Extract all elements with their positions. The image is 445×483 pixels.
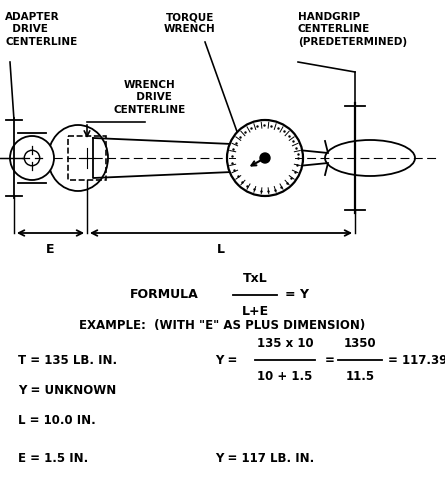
- Text: Y = 117 LB. IN.: Y = 117 LB. IN.: [215, 452, 314, 465]
- Text: L = 10.0 IN.: L = 10.0 IN.: [18, 413, 96, 426]
- Text: E = 1.5 IN.: E = 1.5 IN.: [18, 452, 88, 465]
- Text: EXAMPLE:  (WITH "E" AS PLUS DIMENSION): EXAMPLE: (WITH "E" AS PLUS DIMENSION): [79, 318, 365, 331]
- Circle shape: [260, 153, 270, 163]
- Text: L: L: [217, 243, 225, 256]
- Polygon shape: [93, 138, 232, 178]
- Text: = Y: = Y: [285, 288, 309, 301]
- Text: 10 + 1.5: 10 + 1.5: [257, 370, 313, 383]
- Text: TORQUE
WRENCH: TORQUE WRENCH: [164, 12, 216, 34]
- Bar: [68, 136, 106, 180]
- Ellipse shape: [10, 136, 54, 180]
- Ellipse shape: [48, 125, 108, 191]
- Text: =: =: [325, 354, 335, 367]
- Ellipse shape: [24, 150, 40, 166]
- Text: Y = UNKNOWN: Y = UNKNOWN: [18, 384, 116, 397]
- Text: L+E: L+E: [242, 305, 269, 318]
- Text: Y =: Y =: [215, 354, 242, 367]
- Text: = 117.39: = 117.39: [388, 354, 445, 367]
- Text: HANDGRIP
CENTERLINE
(PREDETERMINED): HANDGRIP CENTERLINE (PREDETERMINED): [298, 12, 407, 47]
- Text: 11.5: 11.5: [345, 370, 375, 383]
- Circle shape: [227, 120, 303, 196]
- Text: TxL: TxL: [243, 272, 267, 285]
- Text: E: E: [46, 243, 55, 256]
- Text: 1350: 1350: [344, 337, 376, 350]
- Text: WRENCH
  DRIVE
CENTERLINE: WRENCH DRIVE CENTERLINE: [114, 80, 186, 115]
- Text: ADAPTER
  DRIVE
CENTERLINE: ADAPTER DRIVE CENTERLINE: [5, 12, 77, 47]
- Text: 135 x 10: 135 x 10: [257, 337, 313, 350]
- Ellipse shape: [325, 140, 415, 176]
- Text: T = 135 LB. IN.: T = 135 LB. IN.: [18, 354, 117, 367]
- Text: FORMULA: FORMULA: [130, 288, 199, 301]
